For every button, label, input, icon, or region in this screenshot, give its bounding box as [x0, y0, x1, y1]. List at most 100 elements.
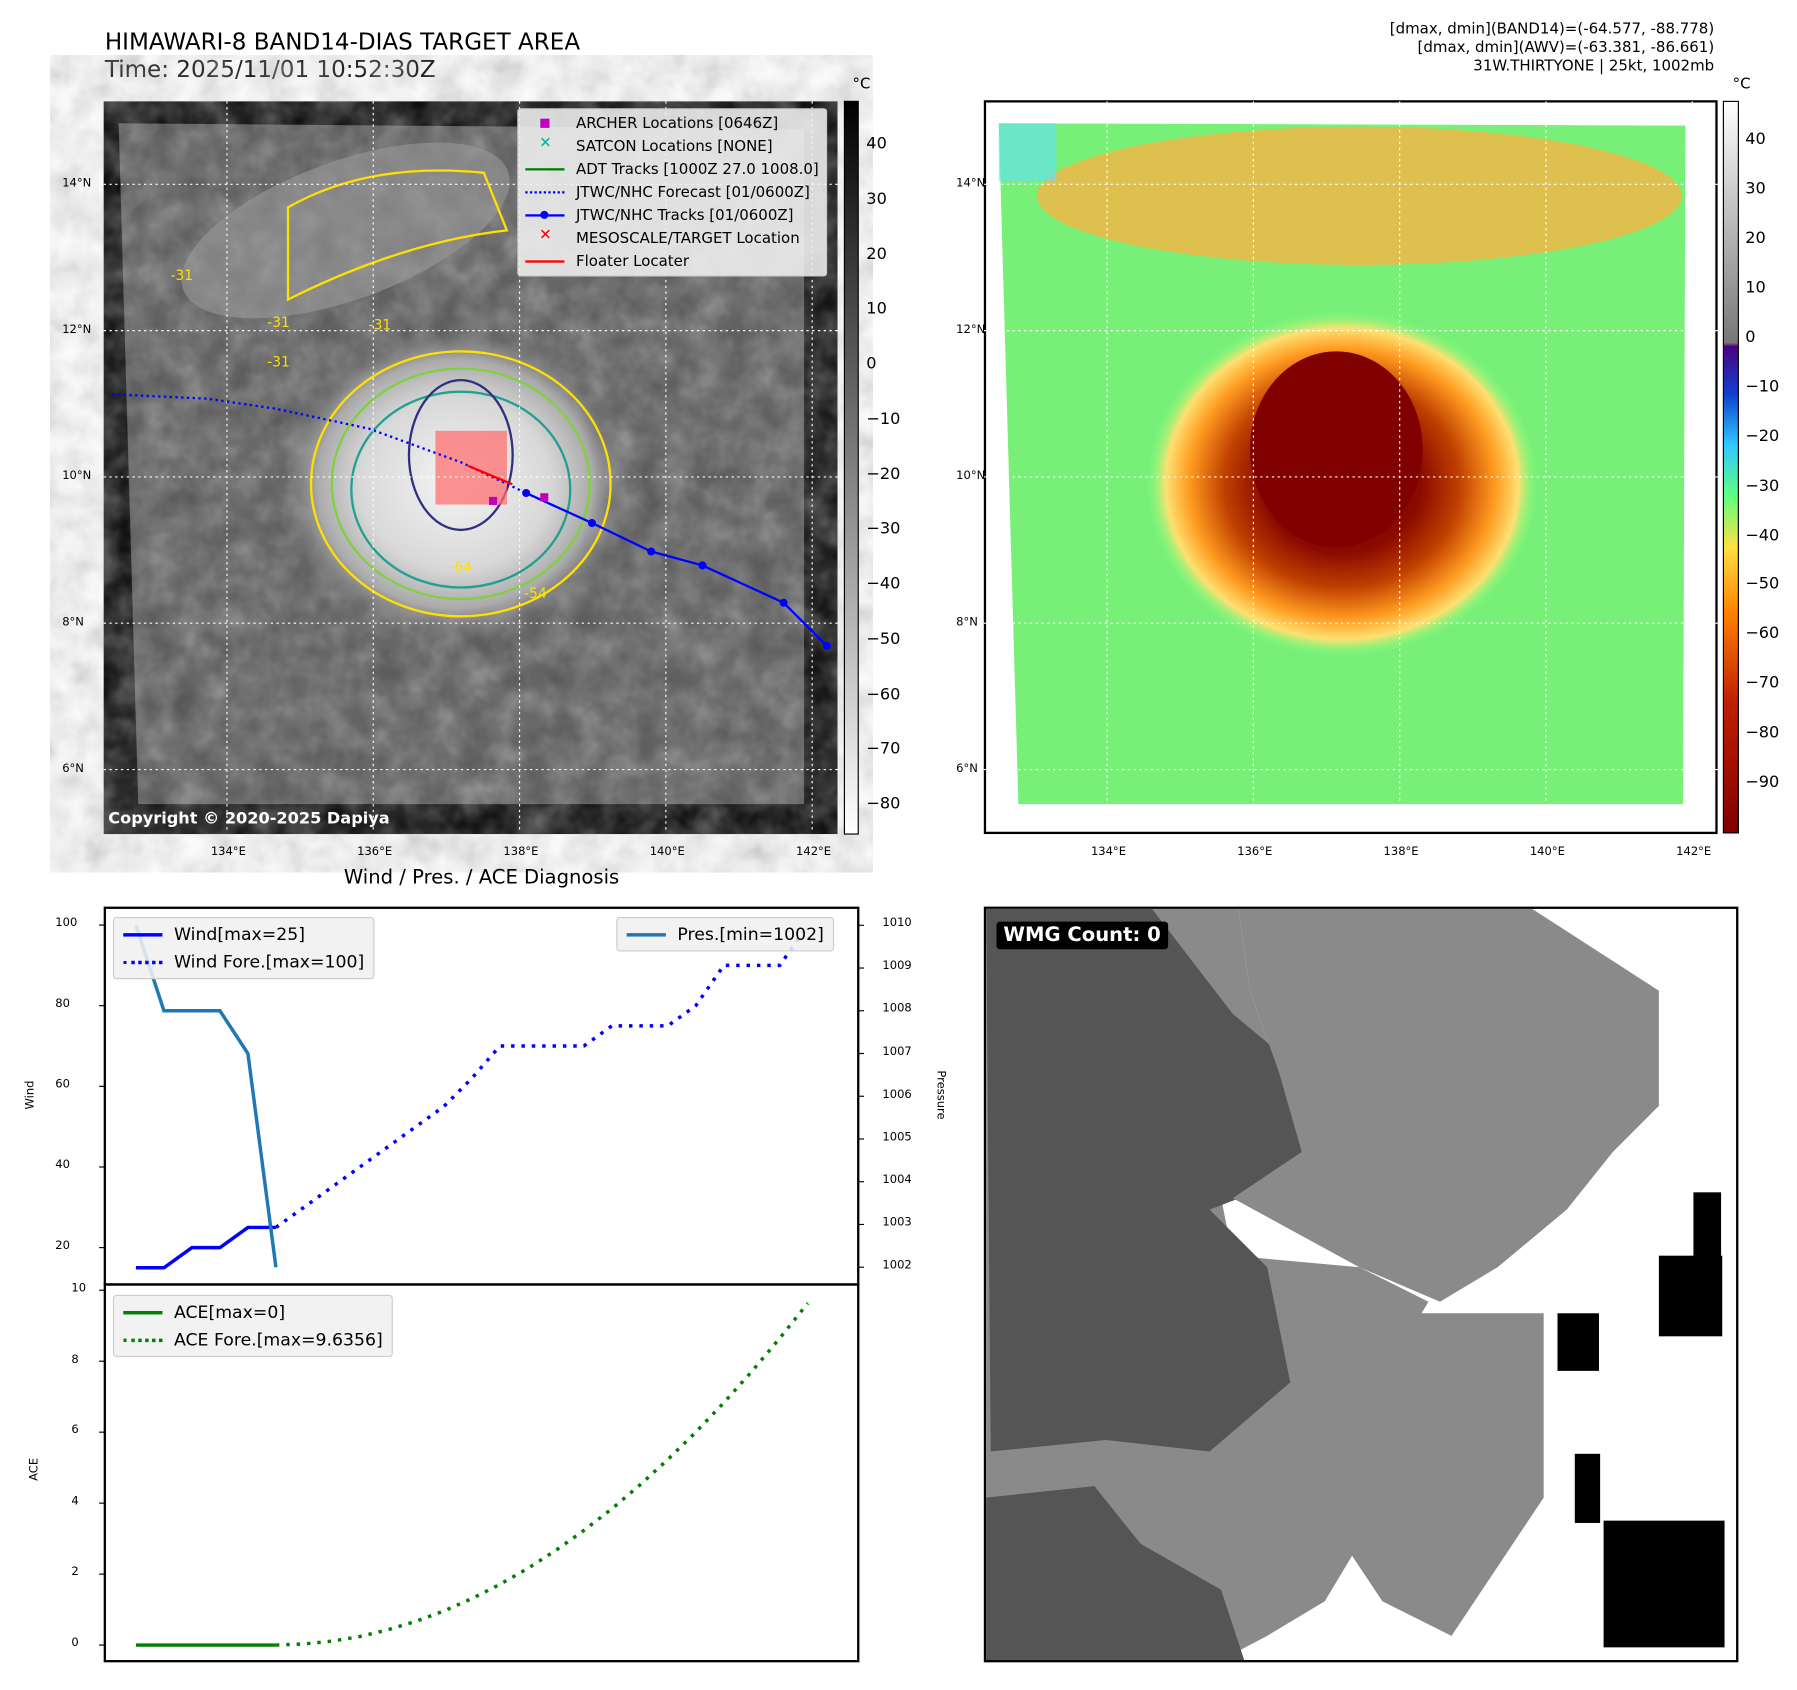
wind-legend: Wind[max=25] Wind Fore.[max=100]: [112, 916, 375, 980]
left-colorbar-tick: −50: [866, 630, 901, 649]
diagnosis-title: Wind / Pres. / ACE Diagnosis: [343, 866, 620, 890]
legend-item: Floater Locater: [525, 250, 818, 273]
info-band14: [dmax, dmin](BAND14)=(-64.577, -88.778): [1389, 20, 1715, 39]
left-map-cloud-band: [181, 142, 510, 319]
contour-green: [330, 367, 591, 601]
title-time: Time: 2025/11/01 10:52:30Z: [104, 55, 436, 83]
right-map-warm-region: [998, 123, 1057, 181]
wmg-black-block: [1603, 1520, 1725, 1648]
ace-axes: [103, 1283, 860, 1663]
legend-item: ✕ SATCON Locations [NONE]: [525, 135, 818, 158]
wmg-count-badge: WMG Count: 0: [996, 921, 1168, 950]
wind-line: [135, 1225, 276, 1270]
right-map-lat-label: 14°N: [956, 177, 986, 191]
ace-tick-label: 4: [71, 1495, 79, 1508]
title-line-1: HIMAWARI-8 BAND14-DIAS TARGET AREA: [104, 27, 581, 56]
left-map-lat-label: 14°N: [62, 177, 92, 191]
jtwc-track-point: [587, 518, 597, 528]
pressure-tick-label: 1009: [882, 959, 912, 973]
right-colorbar-tick: −40: [1745, 525, 1780, 545]
right-map-lat-label: 8°N: [956, 616, 978, 629]
jtwc-track-point: [779, 598, 788, 607]
right-map-lat-label: 6°N: [956, 762, 978, 776]
legend-label: JTWC/NHC Forecast [01/0600Z]: [576, 183, 810, 202]
left-map-lat-label: 12°N: [62, 323, 92, 337]
ace-tick-label: 10: [71, 1282, 87, 1295]
right-colorbar-tick: −80: [1745, 723, 1780, 743]
left-colorbar-tick: −80: [866, 795, 901, 814]
right-colorbar-tick: 10: [1745, 278, 1766, 298]
legend-item: JTWC/NHC Forecast [01/0600Z]: [525, 181, 818, 204]
figure-title: HIMAWARI-8 BAND14-DIAS TARGET AREA Time:…: [105, 28, 580, 83]
left-colorbar-tick: 10: [866, 300, 887, 319]
left-colorbar-tick: −40: [866, 575, 901, 594]
pressure-tick-label: 1007: [882, 1045, 912, 1059]
legend-swatch-icon: [525, 116, 564, 130]
legend-item: ARCHER Locations [0646Z]: [525, 112, 818, 135]
legend-wind-forecast: Wind Fore.[max=100]: [173, 951, 365, 973]
legend-swatch-icon: [525, 185, 565, 199]
map-legend: ARCHER Locations [0646Z] ✕ SATCON Location…: [517, 108, 827, 277]
info-awv: [dmax, dmin](AWV)=(-63.381, -86.661): [1417, 39, 1715, 57]
jtwc-track-point: [698, 561, 707, 570]
right-colorbar-tick: −30: [1745, 476, 1780, 495]
legend-label: MESOSCALE/TARGET Location: [576, 229, 800, 248]
contour-label: -64: [449, 558, 472, 575]
left-map-lon-label: 142°E: [796, 845, 832, 859]
wmg-black-block: [1693, 1192, 1722, 1262]
wind-tick-label: 60: [55, 1078, 70, 1091]
left-map-lon-label: 136°E: [357, 845, 393, 859]
wmg-black-block: [1574, 1453, 1601, 1523]
left-colorbar-tick: −30: [866, 520, 901, 539]
right-colorbar-tick: −20: [1745, 427, 1780, 446]
pressure-tick-label: 1008: [882, 1002, 912, 1016]
ace-tick-label: 6: [71, 1424, 79, 1437]
left-map-lat-label: 6°N: [62, 762, 84, 776]
right-colorbar-unit: °C: [1732, 76, 1751, 94]
legend-label: ADT Tracks [1000Z 27.0 1008.0]: [576, 160, 819, 178]
wmg-medium-region-south: [1336, 1313, 1544, 1636]
right-map-lat-label: 10°N: [956, 470, 986, 483]
right-map-storm-core: [1249, 351, 1423, 548]
contour-label: -31: [267, 353, 290, 370]
left-colorbar-tick: 40: [866, 135, 887, 154]
right-colorbar: [1722, 100, 1739, 834]
contour-label: -31: [170, 267, 194, 284]
legend-pressure: Pres.[min=1002]: [677, 923, 824, 945]
pressure-line: [134, 924, 278, 1268]
right-colorbar-tick: −90: [1745, 773, 1780, 792]
ace-tick-label: 8: [71, 1353, 79, 1366]
contour-label: -31: [368, 316, 392, 333]
wind-axis-label: Wind: [24, 1080, 37, 1110]
left-colorbar-tick: −70: [866, 740, 901, 759]
legend-label: JTWC/NHC Tracks [01/0600Z]: [576, 206, 794, 225]
left-colorbar-unit: °C: [852, 76, 871, 94]
right-map-lon-label: 136°E: [1237, 845, 1273, 859]
contour-teal: [350, 390, 572, 589]
right-colorbar-tick: 30: [1745, 179, 1766, 199]
legend-item: ✕ MESOSCALE/TARGET Location: [525, 227, 818, 250]
right-colorbar-tick: −70: [1745, 674, 1780, 693]
left-colorbar-tick: 30: [866, 190, 887, 209]
right-map-lon-label: 142°E: [1676, 845, 1712, 859]
info-block: [dmax, dmin](BAND14)=(-64.577, -88.778) …: [1390, 21, 1714, 76]
contour-navy: [407, 379, 514, 532]
ace-axis-label: ACE: [28, 1457, 41, 1481]
contour-label: -31: [267, 314, 290, 331]
right-map-cold-band: [1036, 126, 1682, 265]
legend-swatch-icon: [525, 162, 565, 176]
info-storm: 31W.THIRTYONE | 25kt, 1002mb: [1473, 57, 1715, 75]
wind-forecast-line: [274, 924, 810, 1229]
pressure-tick-label: 1006: [882, 1088, 912, 1101]
pressure-tick-label: 1010: [882, 917, 912, 930]
floater-locater-line: [467, 464, 513, 486]
jtwc-track-point: [522, 488, 531, 498]
jtwc-track-point: [822, 641, 831, 650]
legend-ace-forecast: ACE Fore.[max=9.6356]: [173, 1329, 383, 1351]
wmg-dark-region-south: [986, 1486, 1245, 1661]
contour-yellow: [309, 350, 612, 618]
pressure-tick-label: 1004: [882, 1173, 912, 1187]
pressure-tick-label: 1003: [882, 1216, 912, 1230]
archer-location-marker: [540, 493, 549, 502]
